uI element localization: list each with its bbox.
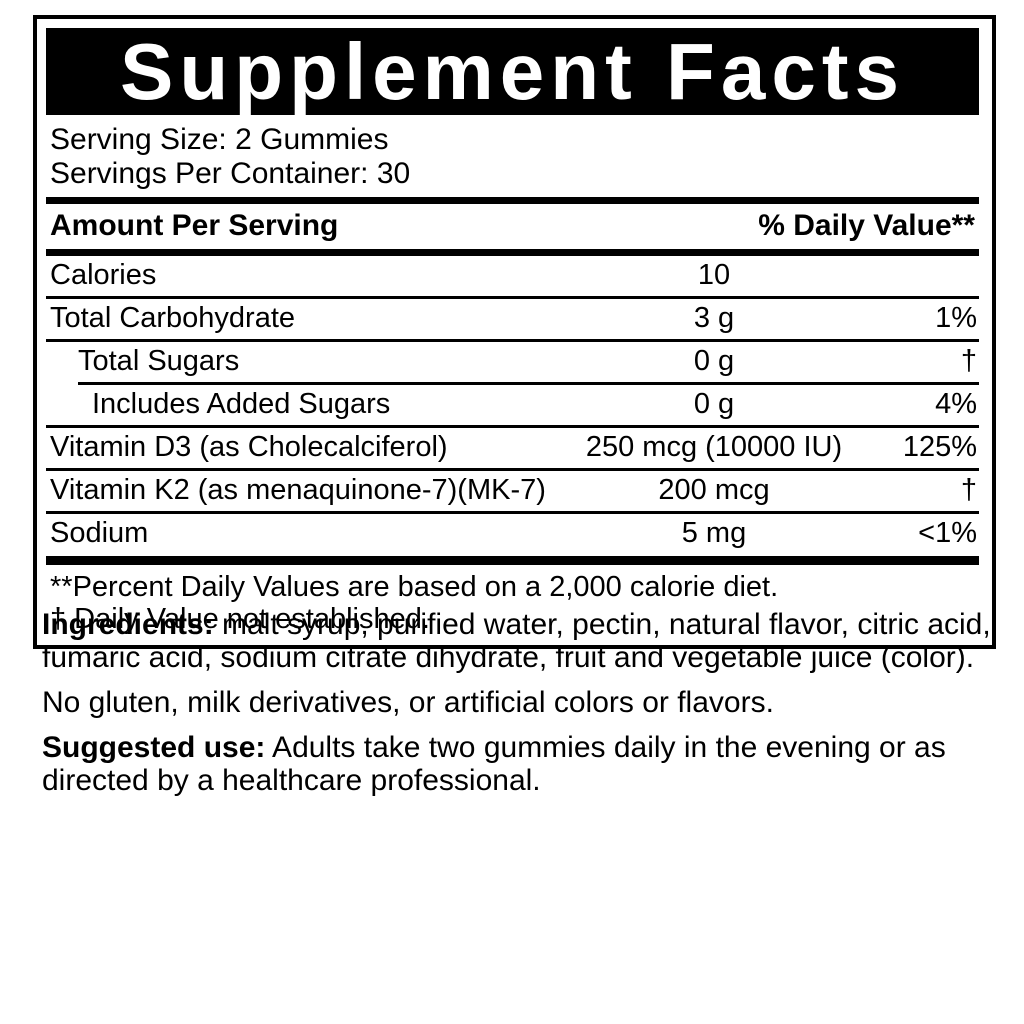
nutrient-row: Sodium 5 mg <1%: [46, 514, 979, 554]
nutrient-name: Total Sugars: [78, 345, 240, 377]
nutrient-row: Vitamin D3 (as Cholecalciferol) 250 mcg (…: [46, 428, 979, 468]
nutrient-daily-value: 1%: [935, 302, 977, 334]
nutrient-amount: 10: [697, 259, 731, 291]
serving-size: Serving Size: 2 Gummies: [50, 123, 389, 156]
nutrient-amount: 200 mcg: [658, 474, 770, 506]
ingredients-paragraph: Ingredients: malt syrup, purified water,…: [42, 608, 992, 674]
row-divider: [46, 468, 979, 471]
servings-per-container: Servings Per Container: 30: [50, 157, 411, 190]
nutrient-amount: 0 g: [693, 345, 735, 377]
nutrient-name: Total Carbohydrate: [50, 302, 296, 334]
panel-title: Supplement Facts: [119, 28, 906, 115]
amount-per-serving-header: Amount Per Serving: [50, 209, 339, 242]
nutrient-daily-value: 4%: [935, 388, 977, 420]
nutrient-name: Sodium: [50, 517, 149, 549]
row-divider: [46, 425, 979, 428]
row-divider: [46, 339, 979, 342]
nutrient-daily-value: <1%: [918, 517, 977, 549]
nutrient-amount: 250 mcg (10000 IU): [585, 431, 843, 463]
suggested-use-text: Adults take two gummies daily in the eve…: [42, 731, 946, 797]
row-divider: [78, 382, 979, 385]
row-divider: [46, 511, 979, 514]
nutrient-row: Total Sugars 0 g †: [46, 342, 979, 382]
footnote-daily-values: **Percent Daily Values are based on a 2,…: [50, 571, 779, 603]
nutrient-name: Vitamin K2 (as menaquinone-7)(MK-7): [50, 474, 546, 506]
nutrient-amount: 5 mg: [681, 517, 747, 549]
nutrient-rows: Calories 10 Total Carbohydrate 3 g 1% Total S…: [46, 256, 979, 554]
allergen-statement: No gluten, milk derivatives, or artifici…: [42, 686, 774, 719]
nutrient-daily-value: †: [960, 345, 977, 377]
footnotes: **Percent Daily Values are based on a 2,…: [46, 565, 979, 637]
row-divider: [46, 296, 979, 299]
suggested-use-label: Suggested use:: [42, 731, 266, 764]
nutrient-row: Total Carbohydrate 3 g 1%: [46, 299, 979, 339]
title-bar: Supplement Facts: [46, 28, 979, 115]
suggested-use-paragraph: Suggested use: Adults take two gummies d…: [42, 731, 992, 797]
footnote-dagger: † Daily Value not established.: [50, 603, 430, 635]
supplement-facts-panel: Supplement Facts Serving Size: 2 Gummies…: [33, 15, 996, 649]
ingredients-text: malt syrup, purified water, pectin, natu…: [42, 608, 991, 674]
nutrient-daily-value: †: [960, 474, 977, 506]
ingredients-label: Ingredients:: [42, 608, 214, 641]
nutrient-name: Vitamin D3 (as Cholecalciferol): [50, 431, 448, 463]
nutrient-amount: 0 g: [693, 388, 735, 420]
nutrient-name: Calories: [50, 259, 157, 291]
nutrient-row: Vitamin K2 (as menaquinone-7)(MK-7) 200 m…: [46, 471, 979, 511]
nutrient-daily-value: 125%: [902, 431, 977, 463]
nutrient-amount: 3 g: [693, 302, 735, 334]
nutrient-row: Includes Added Sugars 0 g 4%: [46, 385, 979, 425]
footnote-divider: [46, 556, 979, 565]
additional-info: Ingredients: malt syrup, purified water,…: [42, 608, 992, 797]
nutrient-row: Calories 10: [46, 256, 979, 296]
daily-value-header: % Daily Value**: [758, 209, 975, 242]
column-header-row: Amount Per Serving % Daily Value**: [46, 197, 979, 256]
nutrient-name: Includes Added Sugars: [92, 388, 391, 420]
